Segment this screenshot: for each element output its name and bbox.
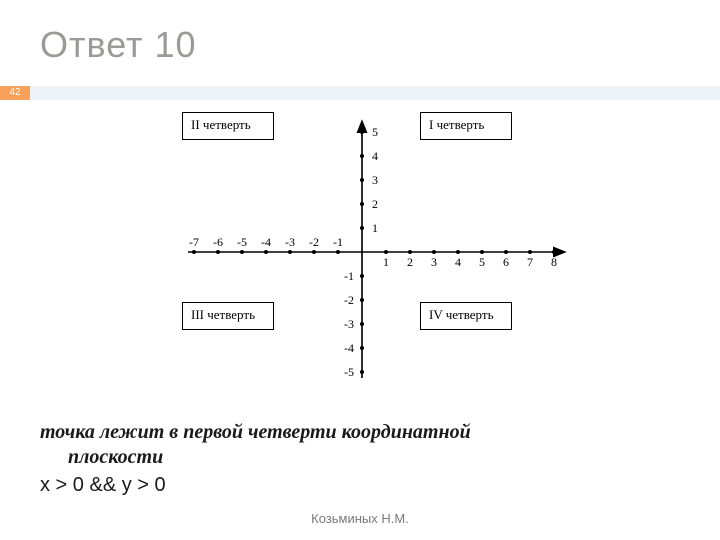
quadrant-label-q4: IV четверть — [420, 302, 512, 330]
svg-text:1: 1 — [372, 221, 378, 235]
svg-text:4: 4 — [372, 149, 378, 163]
quadrant-label-q2: II четверть — [182, 112, 274, 140]
svg-text:6: 6 — [503, 255, 509, 269]
svg-text:7: 7 — [527, 255, 533, 269]
svg-text:-4: -4 — [344, 341, 354, 355]
page-number-badge: 42 — [0, 86, 30, 100]
coordinate-plane-diagram: -7 -6 -5 -4 -3 -2 -1 1 2 3 4 5 6 7 8 -5 -4 -3 -2 -1 1 2 3 4 5 II… — [152, 112, 572, 392]
accent-bar — [0, 86, 720, 100]
svg-text:4: 4 — [455, 255, 461, 269]
quadrant-label-q1: I четверть — [420, 112, 512, 140]
svg-text:-4: -4 — [261, 235, 271, 249]
svg-text:8: 8 — [551, 255, 557, 269]
svg-text:2: 2 — [372, 197, 378, 211]
svg-text:3: 3 — [372, 173, 378, 187]
svg-text:5: 5 — [479, 255, 485, 269]
svg-text:-2: -2 — [344, 293, 354, 307]
svg-text:-1: -1 — [344, 269, 354, 283]
svg-text:-3: -3 — [285, 235, 295, 249]
svg-text:-1: -1 — [333, 235, 343, 249]
svg-text:-2: -2 — [309, 235, 319, 249]
svg-text:-5: -5 — [237, 235, 247, 249]
svg-text:1: 1 — [383, 255, 389, 269]
condition-text: x > 0 && y > 0 — [40, 474, 680, 497]
quadrant-label-q3: III четверть — [182, 302, 274, 330]
answer-line-2: плоскости — [40, 446, 163, 468]
slide-footer: Козьминых Н.М. — [0, 511, 720, 526]
svg-text:-6: -6 — [213, 235, 223, 249]
svg-text:5: 5 — [372, 125, 378, 139]
svg-text:-7: -7 — [189, 235, 199, 249]
answer-text: точка лежит в первой четверти координатн… — [40, 420, 680, 470]
answer-line-1: точка лежит в первой четверти координатн… — [40, 421, 471, 443]
svg-text:-5: -5 — [344, 365, 354, 379]
slide-title: Ответ 10 — [40, 24, 197, 66]
svg-text:2: 2 — [407, 255, 413, 269]
coordinate-plane-svg: -7 -6 -5 -4 -3 -2 -1 1 2 3 4 5 6 7 8 -5 -4 -3 -2 -1 1 2 3 4 5 — [152, 112, 572, 392]
svg-text:3: 3 — [431, 255, 437, 269]
svg-text:-3: -3 — [344, 317, 354, 331]
